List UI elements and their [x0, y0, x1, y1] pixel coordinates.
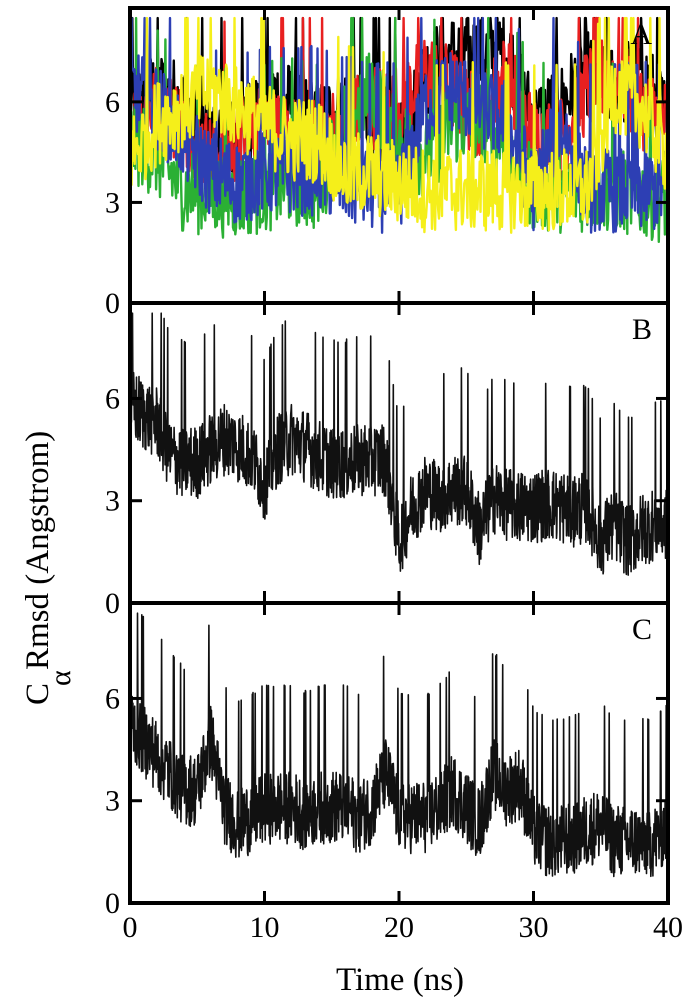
panel-c: 0 3 6 C [105, 601, 670, 920]
panel-label: C [632, 613, 652, 646]
panel-c-traces [130, 612, 668, 878]
y-tick-label: 3 [105, 186, 120, 219]
series-line-a-5 [130, 16, 668, 234]
y-tick-label: 0 [105, 287, 120, 320]
panel-label: A [630, 18, 652, 51]
y-axis-title-rest: Rmsd (Angstrom) [20, 431, 56, 670]
panel-label: B [632, 313, 652, 346]
x-tick-label: 0 [123, 911, 138, 944]
y-tick-label: 3 [105, 485, 120, 518]
panel-b: 0 3 6 B [105, 301, 670, 620]
x-tick-label: 10 [250, 911, 280, 944]
panel-a-traces [130, 16, 668, 243]
y-tick-label: 6 [105, 682, 120, 715]
panels: 0 3 6 A 0 3 6 B 0 3 6 C 0 10 20 30 40 [105, 6, 683, 944]
x-tick-label: 40 [653, 911, 683, 944]
y-tick-label: 0 [105, 587, 120, 620]
y-axis-title-c: C [20, 683, 56, 705]
y-tick-label: 6 [105, 382, 120, 415]
x-tick-label: 30 [519, 911, 549, 944]
series-line-b-1 [130, 312, 668, 576]
series-line-c-1 [130, 612, 668, 878]
y-tick-label: 0 [105, 887, 120, 920]
shared-axes: C α Rmsd (Angstrom) Time (ns) [20, 431, 464, 998]
x-tick-label: 20 [384, 911, 414, 944]
y-tick-label: 3 [105, 785, 120, 818]
y-tick-label: 6 [105, 86, 120, 119]
series-line-a-4 [130, 16, 668, 234]
panel-a: 0 3 6 A [105, 6, 670, 320]
x-axis-title: Time (ns) [336, 962, 464, 998]
y-axis-title-subscript: α [44, 670, 77, 686]
panel-b-traces [130, 312, 668, 576]
